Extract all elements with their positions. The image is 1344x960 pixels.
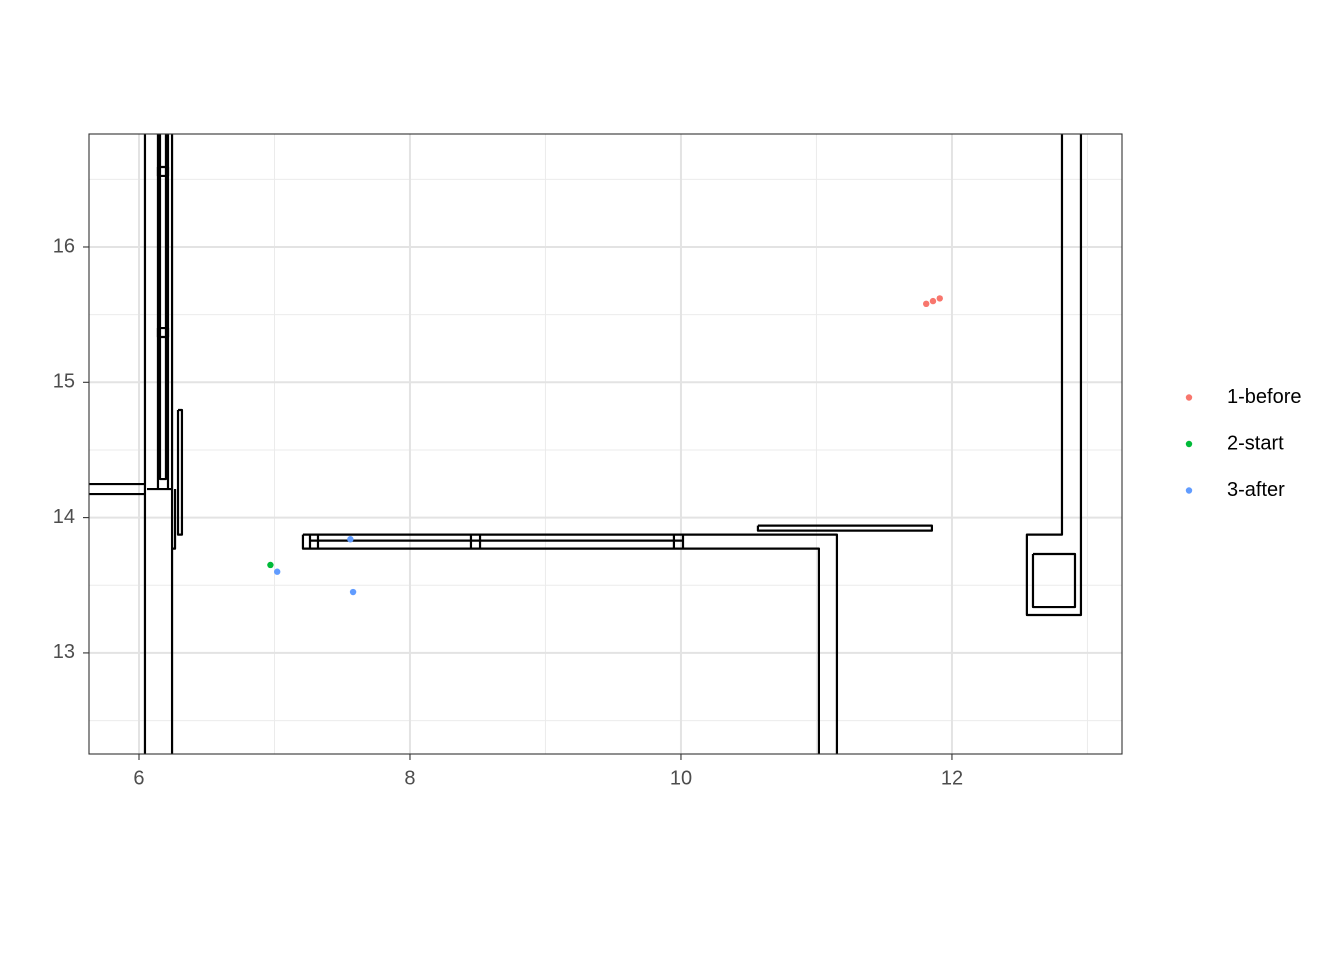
point (274, 568, 281, 575)
y-tick-label: 16 (53, 235, 75, 257)
point (936, 295, 943, 302)
wall (176, 408, 184, 536)
x-tick-label: 8 (404, 767, 415, 789)
wall (1031, 552, 1077, 609)
wall (301, 534, 821, 754)
wall (302, 533, 839, 754)
x-tick-label: 12 (941, 767, 963, 789)
x-tick-label: 6 (133, 767, 144, 789)
point (347, 536, 354, 543)
legend-label: 2-start (1227, 432, 1284, 454)
panel-border (88, 133, 1123, 755)
axes: 6 8 10 12 13 14 15 16 (53, 235, 963, 789)
legend-key (1185, 394, 1193, 401)
wall (172, 489, 177, 550)
legend-key (1185, 487, 1193, 494)
y-tick-label: 13 (53, 641, 75, 663)
wall (156, 326, 170, 339)
point (929, 297, 937, 305)
floor-plan (89, 134, 1083, 754)
point (349, 588, 357, 596)
x-tick-label: 10 (670, 767, 692, 789)
grid (89, 134, 1122, 754)
point (267, 561, 274, 569)
legend-key (1185, 440, 1193, 448)
y-tick-label: 15 (53, 371, 75, 393)
legend-label: 3-after (1227, 479, 1285, 501)
point (923, 300, 930, 308)
legend-label: 1-before (1227, 386, 1302, 408)
wall (756, 524, 934, 532)
points (267, 295, 943, 596)
legend: 1-before 2-start 3-after (1185, 386, 1302, 501)
y-tick-label: 14 (53, 506, 75, 528)
wall (1025, 134, 1083, 617)
wall (158, 134, 168, 481)
wall (156, 165, 170, 178)
